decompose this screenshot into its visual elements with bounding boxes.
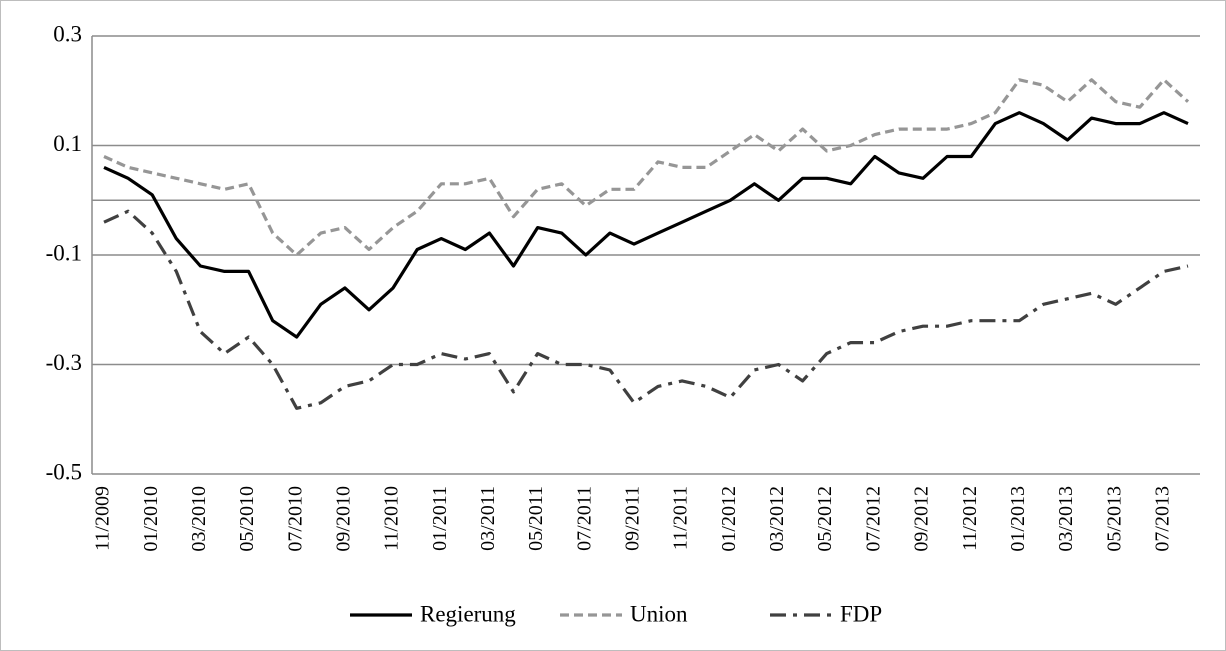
- x-tick-label: 09/2012: [911, 486, 933, 552]
- series-line: [103, 111, 1189, 339]
- x-tick-label: 01/2010: [140, 486, 162, 552]
- legend-label: Regierung: [420, 601, 516, 626]
- x-tick-label: 07/2011: [573, 486, 595, 551]
- x-tick-label: 11/2012: [959, 486, 981, 551]
- x-tick-label: 01/2013: [1007, 486, 1029, 552]
- x-tick-label: 07/2013: [1151, 486, 1173, 552]
- y-tick-label: -0.5: [46, 459, 82, 484]
- x-tick-label: 05/2010: [236, 486, 258, 552]
- x-tick-label: 01/2012: [718, 486, 740, 552]
- y-tick-label: -0.1: [46, 240, 82, 265]
- x-tick-label: 11/2009: [92, 486, 114, 551]
- x-tick-label: 11/2011: [670, 486, 692, 550]
- x-tick-label: 03/2012: [766, 486, 788, 552]
- x-tick-label: 05/2011: [525, 486, 547, 551]
- x-tick-label: 03/2010: [188, 486, 210, 552]
- x-tick-label: 05/2013: [1103, 486, 1125, 552]
- series-line: [103, 78, 1190, 257]
- x-tick-label: 03/2011: [477, 486, 499, 551]
- legend-label: Union: [630, 601, 688, 626]
- legend-label: FDP: [840, 601, 882, 626]
- y-tick-label: 0.3: [53, 21, 82, 46]
- x-tick-label: 11/2010: [381, 486, 403, 551]
- y-tick-label: -0.3: [46, 350, 82, 375]
- x-tick-label: 01/2011: [429, 486, 451, 551]
- x-tick-label: 07/2010: [284, 486, 306, 552]
- x-tick-label: 09/2011: [622, 486, 644, 551]
- x-tick-label: 09/2010: [333, 486, 355, 552]
- y-tick-label: 0.1: [53, 131, 82, 156]
- x-tick-label: 03/2013: [1055, 486, 1077, 552]
- x-tick-label: 07/2012: [862, 486, 884, 552]
- x-tick-label: 05/2012: [814, 486, 836, 552]
